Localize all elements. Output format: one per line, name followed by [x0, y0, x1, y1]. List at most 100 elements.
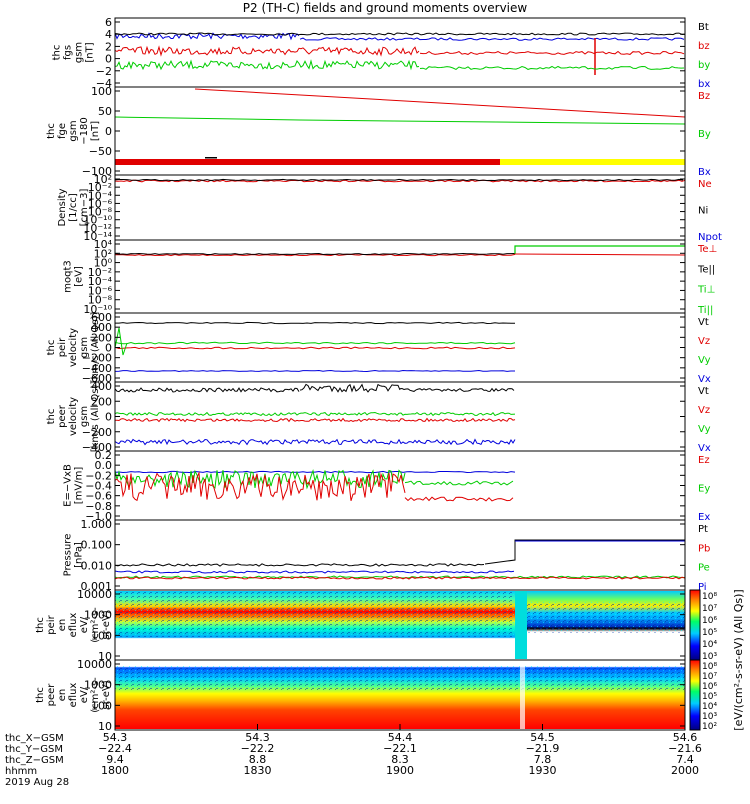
ytick-label: −200	[82, 352, 112, 365]
ytick-label: 1000	[84, 679, 112, 692]
ion-spectrogram-right-texture	[527, 602, 685, 633]
colorbar-tick: 10⁴	[702, 640, 717, 650]
xaxis-value: 1830	[244, 764, 272, 777]
series-Te-perp-line	[114, 253, 516, 257]
ylabel-line: thc	[35, 687, 46, 703]
series-Vt-tail	[399, 387, 515, 392]
ytick-label: 10⁻⁸	[88, 294, 113, 307]
legend-entry: Ti⊥	[697, 285, 715, 296]
ylabel: thc peer velocity gsm [km/s (All Qs)]	[46, 381, 101, 453]
ytick-label: −0.4	[85, 480, 112, 493]
ytick-label: −0.6	[85, 490, 112, 503]
xaxis-value: 8.3	[391, 753, 409, 766]
ylabel-line: eV/	[79, 616, 90, 633]
legend-entry: Npot	[698, 232, 722, 243]
colorbar-tick: 10⁸	[702, 592, 717, 602]
panel-9: 10000 1000 100 10 thc peir en eflux eV/(cm²-s-sr…	[35, 588, 717, 663]
xaxis-row-label: thc_X−GSM	[5, 733, 64, 744]
xaxis-value: −22.2	[241, 742, 275, 755]
ylabel-line: [km/s (All Qs)]	[90, 312, 101, 384]
ylabel: thc fge gsm −180 [nT]	[46, 117, 101, 144]
series-Ey-tail	[404, 480, 514, 486]
legend-entry: Bx	[698, 167, 711, 178]
ytick-label: 600	[91, 311, 112, 324]
series-Pt-line	[114, 563, 485, 567]
ytick-label: 100	[91, 629, 112, 642]
ylabel-line: fgs	[63, 45, 74, 60]
ylabel-line: thc	[35, 617, 46, 633]
xaxis-value: 1900	[386, 764, 414, 777]
series-Ni-line	[114, 178, 684, 182]
xaxis-row-label: thc_Z−GSM	[5, 755, 64, 766]
series-bt-line	[114, 32, 686, 36]
ytick-label: 10⁻¹⁰	[83, 214, 112, 227]
legend-entry: Vt	[698, 386, 709, 397]
series-bx-tail	[299, 37, 685, 41]
ylabel-line: thc	[46, 340, 57, 356]
panel-frame	[114, 239, 686, 314]
ytick-label: −0.8	[85, 500, 112, 513]
ylabel-line: peir	[57, 337, 68, 357]
legend-entry: Vt	[698, 317, 709, 328]
series-Pi-line	[114, 570, 515, 574]
ytick-label: 10⁻²	[88, 181, 112, 194]
ytick-label: 0	[105, 342, 112, 355]
legend-entry: Vz	[698, 336, 710, 347]
ytick-label: 4	[105, 28, 112, 41]
legend-entry: Pe	[698, 563, 710, 574]
ylabel-line: fge	[57, 123, 68, 139]
colorbar-label: [eV/(cm²-s-sr-eV) (All Qs)]	[732, 589, 745, 730]
ytick-label: −400	[82, 441, 112, 454]
ylabel-line: [nT]	[85, 42, 96, 62]
ytick-label: 10²	[94, 173, 112, 186]
series-Ex-line	[114, 470, 516, 474]
legend-entry: bx	[698, 79, 710, 90]
ylabel-line: (cm²-s-	[90, 607, 101, 643]
colorbar-tick: 10³	[702, 712, 717, 722]
ytick-label: 100	[91, 699, 112, 712]
xaxis-value: 7.8	[534, 753, 552, 766]
series-bx-line	[114, 32, 300, 41]
electron-spectrogram-gap	[520, 661, 525, 729]
series-Vt-line	[115, 321, 515, 325]
series-bz-line	[114, 45, 420, 57]
ylabel-line: eflux	[68, 613, 79, 638]
ytick-label: −0.2	[85, 469, 112, 482]
xaxis-value: 54.6	[673, 731, 698, 744]
ylabel-line: [km/s (All Qs)]	[90, 381, 101, 453]
figure-title: P2 (TH-C) fields and ground moments over…	[243, 1, 528, 15]
ytick-label: 400	[91, 321, 112, 334]
panel-frame	[114, 519, 686, 591]
ytick-label: 10⁻⁸	[88, 206, 113, 219]
colorbar	[689, 659, 701, 731]
ytick-label: 0.001	[81, 580, 113, 593]
ion-spectrogram-gap	[515, 591, 527, 659]
ylabel-line: velocity	[68, 397, 79, 436]
ylabel-line: eflux	[68, 683, 79, 708]
series-Vz-line	[114, 417, 516, 423]
ylabel-line: peir	[46, 614, 57, 634]
legend-entry: by	[698, 60, 710, 71]
ytick-label: 6	[105, 16, 112, 29]
ylabel-line: velocity	[68, 328, 79, 367]
xaxis-value: 2000	[671, 764, 699, 777]
xaxis-value: 7.4	[676, 753, 694, 766]
ytick-label: 10	[98, 650, 112, 663]
panel-8: 1.000 0.100 0.010 0.001 Pressure [nPa] Pt Pb Pe P…	[63, 518, 711, 593]
legend-entry: Pt	[698, 524, 708, 535]
ytick-label: 10⁰	[94, 257, 113, 270]
ytick-label: 10⁻⁶	[88, 284, 113, 297]
colorbar-tick: 10⁵	[702, 692, 717, 702]
legend-entry: Vy	[698, 424, 711, 435]
xaxis-value: 54.4	[388, 731, 413, 744]
ytick-label: 0	[105, 53, 112, 66]
vy-spike	[114, 327, 128, 356]
ylabel-line: Pressure	[63, 534, 74, 577]
panel-10: 10000 1000 100 10 thc peer en eflux eV/(cm²-s-sr…	[35, 658, 717, 733]
ylabel-line: gsm	[68, 120, 79, 141]
panel-7: 0.20.0−0.2−0.4−0.6−0.8−1.0E=−VxB [mV/m]Ez…	[63, 449, 711, 523]
ylabel-line: gsm	[74, 42, 85, 63]
ylabel-line: thc	[52, 45, 63, 61]
ylabel: Pressure [nPa]	[63, 534, 85, 577]
